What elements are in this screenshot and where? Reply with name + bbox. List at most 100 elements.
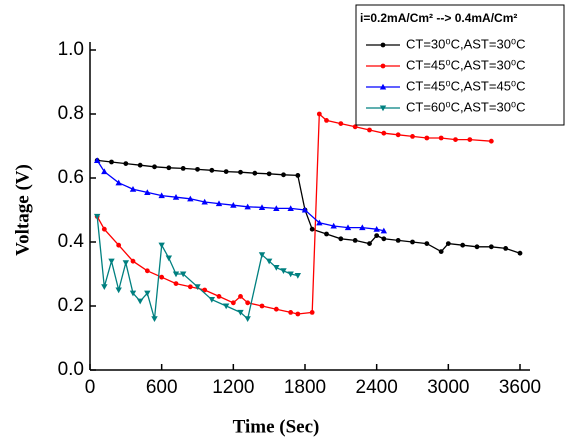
point <box>316 111 322 117</box>
point <box>244 316 251 322</box>
x-tick-label: 600 <box>146 377 178 398</box>
legend-box <box>355 4 565 126</box>
point <box>381 130 387 136</box>
point <box>445 241 451 247</box>
legend-title: i=0.2mA/Cm² --> 0.4mA/Cm² <box>360 11 517 25</box>
point <box>109 159 114 165</box>
point <box>273 265 280 271</box>
point <box>309 226 315 232</box>
point <box>137 162 143 168</box>
point <box>144 290 151 297</box>
x-tick-label: 3600 <box>499 377 541 398</box>
point <box>467 137 473 143</box>
point <box>324 231 329 237</box>
point <box>265 258 273 265</box>
point <box>288 310 294 315</box>
x-tick-label: 3000 <box>427 377 469 398</box>
point <box>373 226 380 232</box>
point <box>166 165 172 171</box>
point <box>129 186 137 192</box>
point <box>287 271 294 278</box>
legend-label: CT=30⁰C,AST=30⁰C <box>406 36 526 51</box>
point <box>410 239 415 245</box>
point <box>258 252 266 258</box>
point <box>152 164 157 170</box>
point <box>101 226 107 232</box>
point <box>215 200 223 207</box>
point <box>395 238 401 243</box>
point <box>115 287 122 294</box>
point <box>344 224 352 231</box>
point <box>287 205 294 211</box>
point <box>116 242 122 248</box>
series-line <box>96 112 492 315</box>
point <box>324 118 329 123</box>
point <box>488 244 494 250</box>
point <box>330 222 337 229</box>
point <box>316 219 323 226</box>
point <box>108 258 115 265</box>
legend-marker <box>380 63 386 69</box>
point <box>281 172 286 178</box>
point <box>172 194 180 200</box>
point <box>424 135 430 141</box>
point <box>273 306 279 312</box>
x-tick-label: 0 <box>85 377 96 398</box>
legend-label: CT=45⁰C,AST=45⁰C <box>406 78 526 93</box>
point <box>180 166 186 171</box>
series-line <box>97 159 521 254</box>
point <box>244 203 251 210</box>
x-tick-label: 2400 <box>356 377 398 398</box>
point <box>159 274 165 280</box>
legend-marker <box>379 105 387 112</box>
point <box>424 241 430 247</box>
point <box>158 242 165 249</box>
point <box>93 157 101 163</box>
point <box>438 135 444 141</box>
point <box>93 213 101 220</box>
series-line <box>96 216 298 321</box>
point <box>503 246 509 251</box>
point <box>195 166 200 172</box>
point <box>201 198 208 205</box>
legend-label: CT=45⁰C,AST=30⁰C <box>406 57 526 72</box>
point <box>230 202 237 208</box>
point <box>338 121 344 126</box>
series-line <box>96 160 384 232</box>
point <box>273 205 280 211</box>
y-tick-label: 0.6 <box>58 167 84 188</box>
point <box>367 127 372 133</box>
point <box>222 303 230 310</box>
point <box>187 284 193 290</box>
point <box>216 294 222 299</box>
point <box>165 255 173 262</box>
point <box>259 303 265 309</box>
point <box>474 244 480 250</box>
y-tick-label: 0.8 <box>58 103 84 124</box>
point <box>517 250 523 256</box>
y-tick-label: 1.0 <box>58 39 84 60</box>
point <box>410 134 415 139</box>
point <box>130 258 136 264</box>
point <box>280 268 287 274</box>
point <box>194 284 201 290</box>
point <box>202 287 208 293</box>
y-tick-label: 0.2 <box>58 295 84 316</box>
point <box>158 192 165 199</box>
point <box>172 271 180 278</box>
point <box>129 290 137 297</box>
point <box>115 179 122 186</box>
point <box>359 224 366 231</box>
point <box>453 137 458 143</box>
point <box>101 284 108 290</box>
point <box>151 316 158 322</box>
point <box>223 169 229 175</box>
point <box>179 271 187 278</box>
point <box>258 204 266 210</box>
point <box>352 124 358 130</box>
y-tick-label: 0.4 <box>58 231 85 252</box>
point <box>381 236 387 242</box>
point <box>144 268 150 274</box>
point <box>238 169 243 175</box>
